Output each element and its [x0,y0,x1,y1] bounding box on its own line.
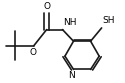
Text: NH: NH [63,18,76,27]
Text: SH: SH [102,16,115,25]
Text: O: O [29,48,36,57]
Text: O: O [43,2,50,11]
Text: N: N [68,71,75,81]
